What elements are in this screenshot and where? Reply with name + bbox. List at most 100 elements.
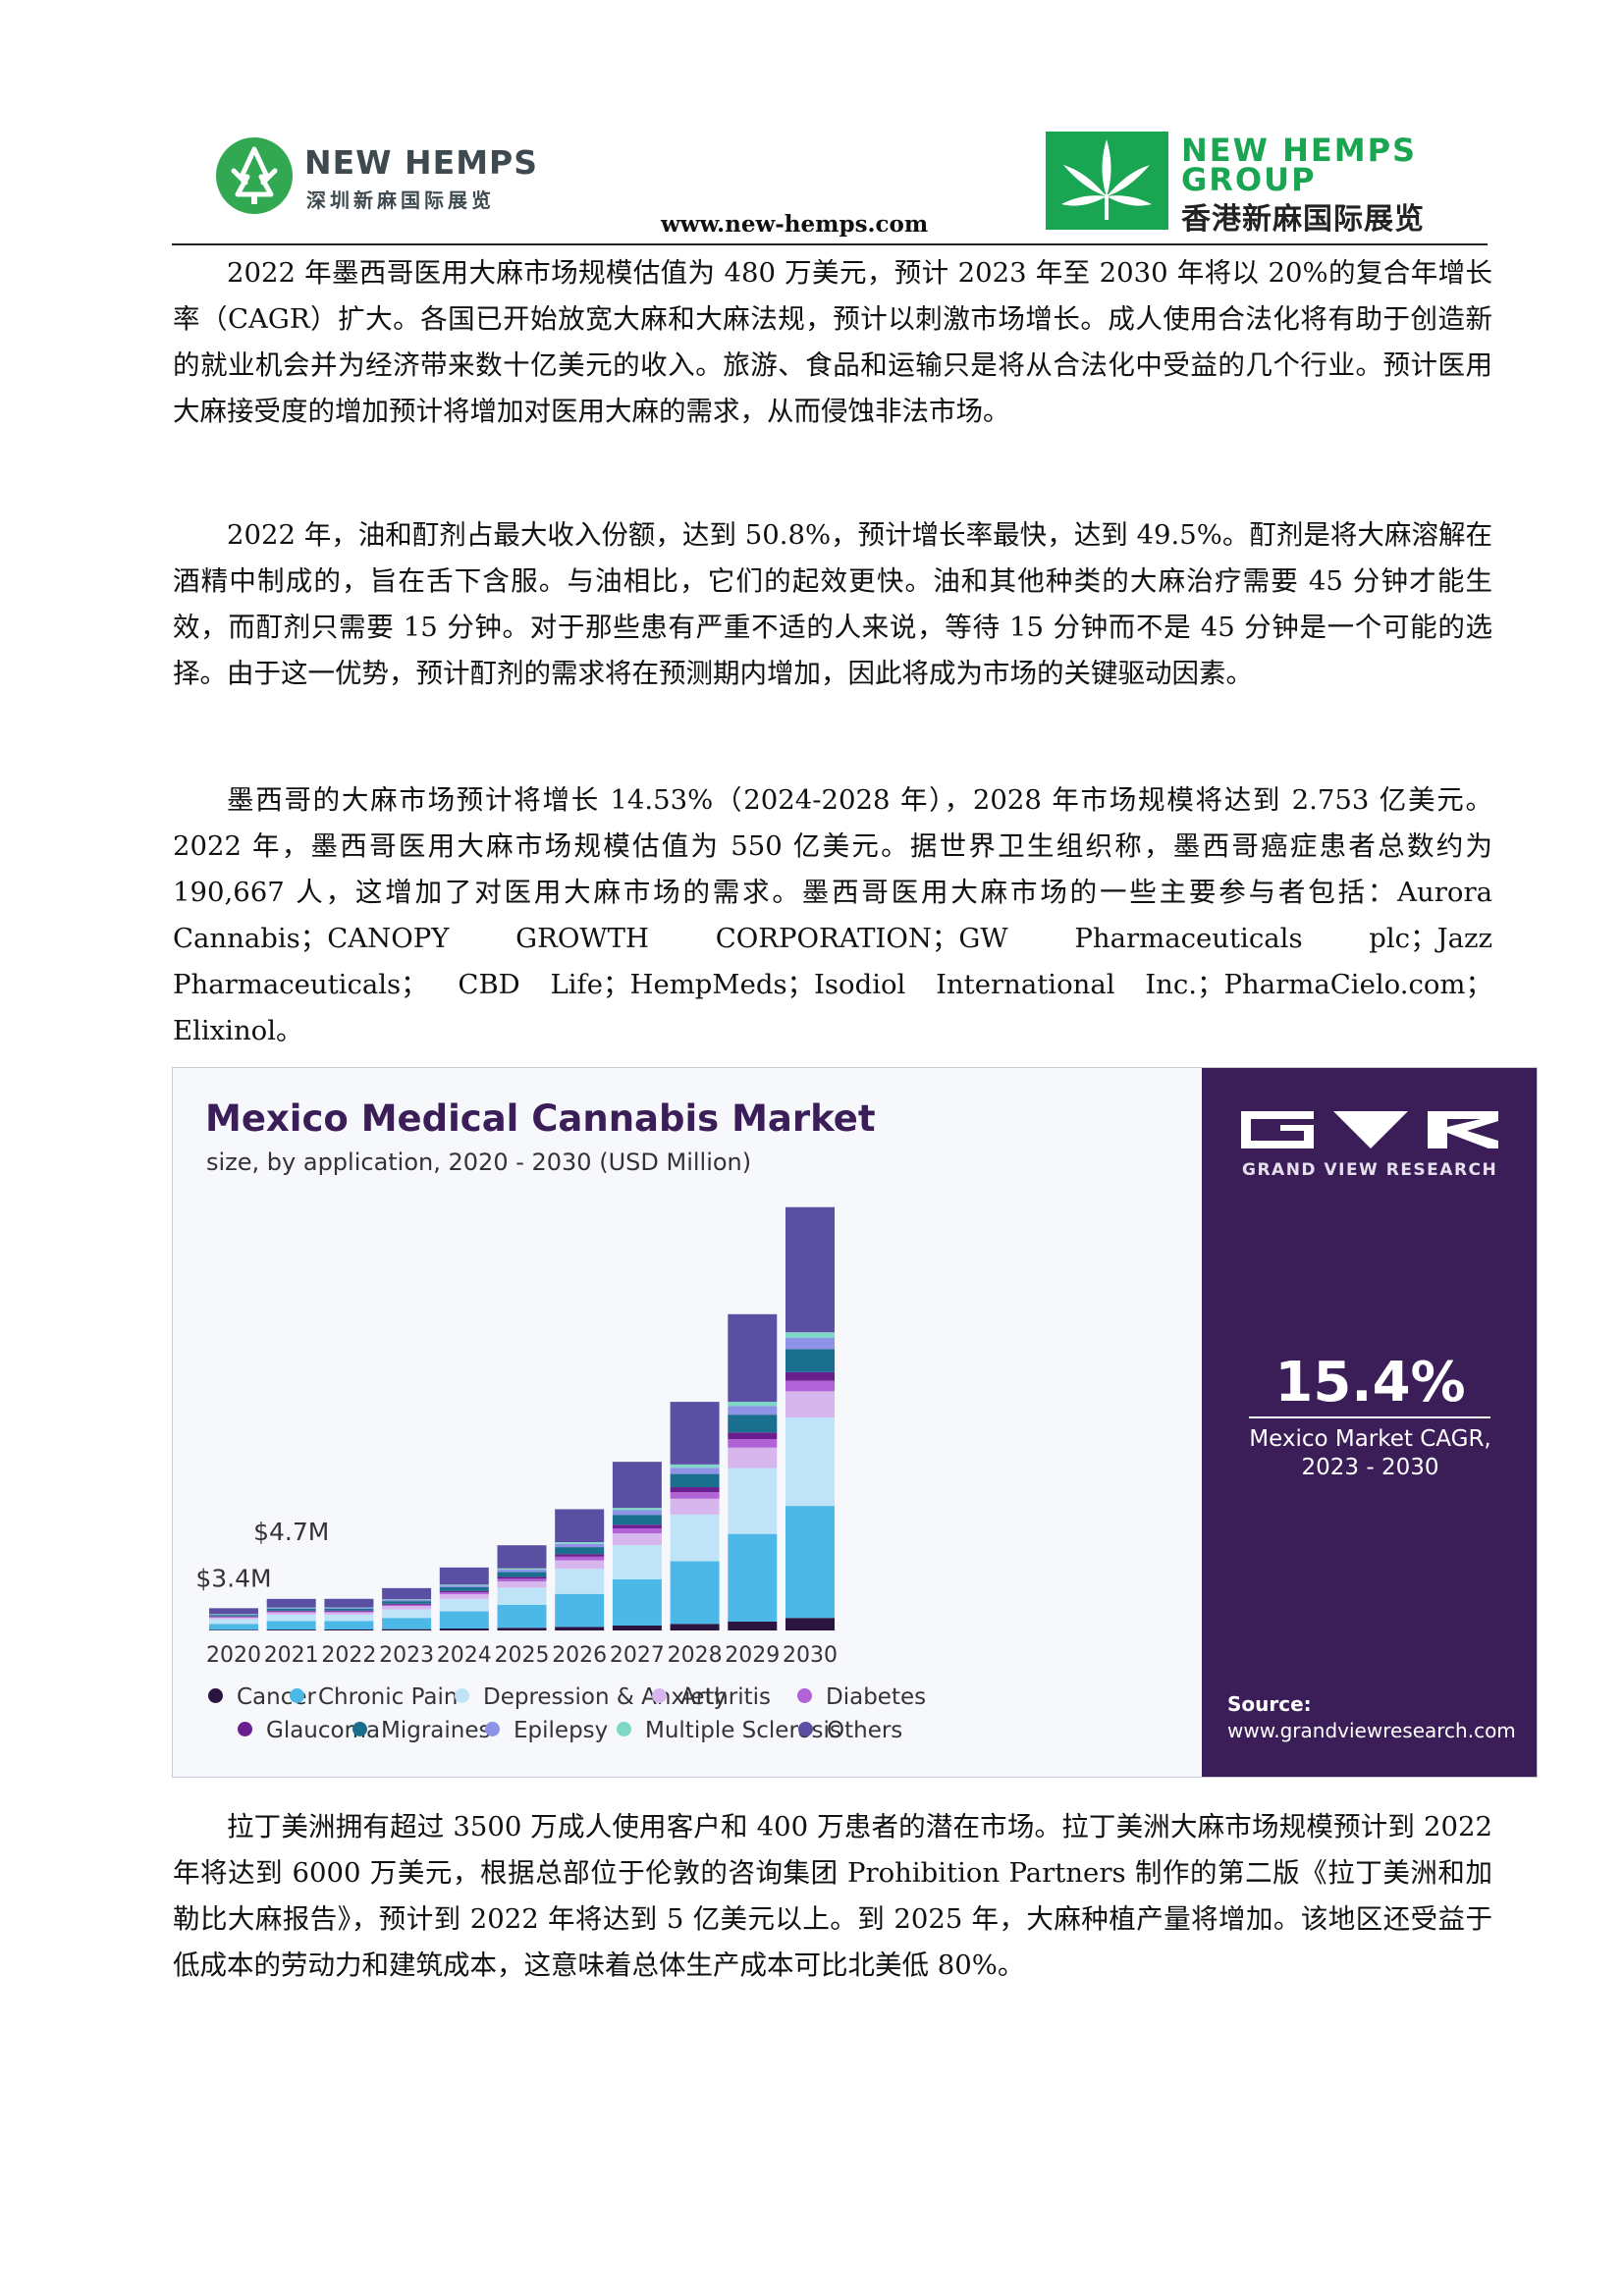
bar-segment-multiple-sclerosis-2030 bbox=[785, 1332, 835, 1338]
bar-segment-migraines-2025 bbox=[497, 1572, 547, 1577]
left-logo-subtitle: 深圳新麻国际展览 bbox=[306, 188, 495, 212]
bar-segment-depression-anxiety-2022 bbox=[324, 1614, 374, 1622]
bar-segment-others-2020 bbox=[209, 1608, 258, 1615]
bar-segment-multiple-sclerosis-2029 bbox=[728, 1402, 778, 1407]
chart-plot-area: Mexico Medical Cannabis Market size, by … bbox=[173, 1068, 1202, 1777]
bar-segment-multiple-sclerosis-2023 bbox=[382, 1599, 432, 1600]
bar-segment-epilepsy-2022 bbox=[324, 1607, 374, 1609]
x-tick-label: 2030 bbox=[783, 1643, 838, 1668]
bar-segment-migraines-2026 bbox=[555, 1547, 605, 1555]
legend-item-others: Others bbox=[798, 1718, 902, 1743]
bar-segment-glaucoma-2026 bbox=[555, 1554, 605, 1557]
paragraph-latin-america: 拉丁美洲拥有超过 3500 万成人使用客户和 400 万患者的潜在市场。拉丁美洲… bbox=[173, 1811, 1492, 1981]
paragraph-market-size: 2022 年墨西哥医用大麻市场规模估值为 480 万美元，预计 2023 年至 … bbox=[173, 257, 1492, 427]
bar-segment-epilepsy-2024 bbox=[439, 1585, 489, 1588]
bar-segment-chronic-pain-2029 bbox=[728, 1533, 778, 1622]
bar-segment-epilepsy-2030 bbox=[785, 1337, 835, 1350]
bar-segment-depression-anxiety-2021 bbox=[266, 1614, 316, 1622]
bar-segment-others-2027 bbox=[612, 1462, 662, 1509]
bar-segment-diabetes-2022 bbox=[324, 1611, 374, 1613]
legend-label: Epilepsy bbox=[514, 1718, 609, 1743]
bar-segment-multiple-sclerosis-2028 bbox=[670, 1464, 720, 1468]
bar-segment-glaucoma-2024 bbox=[439, 1590, 489, 1593]
bar-segment-cancer-2020 bbox=[209, 1629, 258, 1630]
bar-segment-epilepsy-2028 bbox=[670, 1468, 720, 1474]
legend-label: Others bbox=[827, 1718, 903, 1743]
bar-segment-multiple-sclerosis-2027 bbox=[612, 1508, 662, 1511]
bar-segment-depression-anxiety-2028 bbox=[670, 1514, 720, 1562]
x-tick-label: 2029 bbox=[725, 1643, 780, 1668]
x-tick-label: 2027 bbox=[610, 1643, 665, 1668]
bar-segment-chronic-pain-2028 bbox=[670, 1561, 720, 1625]
bar-segment-glaucoma-2030 bbox=[785, 1371, 835, 1381]
bar-segment-chronic-pain-2027 bbox=[612, 1578, 662, 1626]
legend-item-migraines: Migraines bbox=[352, 1718, 491, 1743]
legend-swatch bbox=[352, 1722, 367, 1736]
x-tick-label: 2023 bbox=[379, 1643, 434, 1668]
bar-segment-arthritis-2024 bbox=[439, 1594, 489, 1599]
market-chart-figure: Mexico Medical Cannabis Market size, by … bbox=[172, 1067, 1538, 1778]
bar-segment-depression-anxiety-2024 bbox=[439, 1598, 489, 1612]
cannabis-leaf-icon bbox=[1046, 132, 1168, 230]
bar-segment-cancer-2030 bbox=[785, 1618, 835, 1630]
bar-segment-cancer-2023 bbox=[382, 1629, 432, 1630]
bar-segment-arthritis-2028 bbox=[670, 1498, 720, 1515]
bar-segment-migraines-2029 bbox=[728, 1415, 778, 1433]
bar-segment-cancer-2026 bbox=[555, 1627, 605, 1630]
bar-segment-chronic-pain-2025 bbox=[497, 1604, 547, 1629]
paragraph-market-players: 墨西哥的大麻市场预计将增长 14.53%（2024-2028 年），2028 年… bbox=[173, 784, 1492, 1046]
bar-segment-arthritis-2030 bbox=[785, 1391, 835, 1418]
bar-segment-diabetes-2021 bbox=[266, 1611, 316, 1613]
bar-segment-diabetes-2028 bbox=[670, 1492, 720, 1499]
x-tick-label: 2022 bbox=[321, 1643, 376, 1668]
bar-segment-glaucoma-2022 bbox=[324, 1610, 374, 1612]
stacked-bar-chart: 2020 2021 2022 2023 2024 2025 2026 2027 2028 2029… bbox=[195, 1206, 838, 1668]
bar-segment-cancer-2029 bbox=[728, 1621, 778, 1630]
bar-segment-others-2022 bbox=[324, 1598, 374, 1608]
paragraph-oils-tinctures: 2022 年，油和酊剂占最大收入份额，达到 50.8%，预计增长率最快，达到 4… bbox=[173, 519, 1492, 689]
legend-swatch bbox=[617, 1722, 631, 1736]
bar-segment-migraines-2020 bbox=[209, 1615, 258, 1617]
bar-segment-cancer-2028 bbox=[670, 1624, 720, 1630]
bar-segment-others-2023 bbox=[382, 1587, 432, 1600]
bar-segment-diabetes-2030 bbox=[785, 1380, 835, 1392]
bar-segment-glaucoma-2020 bbox=[209, 1616, 258, 1618]
new-hemps-shenzhen-logo: NEW HEMPS 深圳新麻国际展览 bbox=[216, 137, 609, 216]
bar-segment-arthritis-2023 bbox=[382, 1606, 432, 1610]
legend-swatch bbox=[238, 1722, 252, 1736]
bar-segment-cancer-2027 bbox=[612, 1625, 662, 1630]
website-url[interactable]: www.new-hemps.com bbox=[661, 211, 929, 238]
bar-segment-epilepsy-2021 bbox=[266, 1608, 316, 1609]
bar-segment-chronic-pain-2021 bbox=[266, 1621, 316, 1630]
legend-item-chronic-pain: Chronic Pain bbox=[290, 1684, 458, 1710]
legend-item-depression-anxiety: Depression & Anxiety bbox=[455, 1684, 727, 1710]
legend-item-arthritis: Arthritis bbox=[652, 1684, 771, 1710]
chart-title: Mexico Medical Cannabis Market bbox=[205, 1097, 876, 1140]
legend-label: Depression & Anxiety bbox=[483, 1684, 728, 1710]
bar-segment-others-2028 bbox=[670, 1402, 720, 1465]
legend-swatch bbox=[798, 1722, 813, 1736]
bar-segment-diabetes-2026 bbox=[555, 1556, 605, 1561]
bar-segment-depression-anxiety-2023 bbox=[382, 1609, 432, 1619]
bar-segment-multiple-sclerosis-2022 bbox=[324, 1607, 374, 1609]
bar-segment-cancer-2022 bbox=[324, 1629, 374, 1630]
bar-segment-glaucoma-2025 bbox=[497, 1576, 547, 1579]
legend-item-epilepsy: Epilepsy bbox=[485, 1718, 608, 1743]
bar-segment-glaucoma-2029 bbox=[728, 1432, 778, 1440]
legend-swatch bbox=[797, 1688, 812, 1703]
bar-segment-chronic-pain-2020 bbox=[209, 1624, 258, 1630]
bar-segment-arthritis-2029 bbox=[728, 1447, 778, 1468]
bar-segment-glaucoma-2023 bbox=[382, 1603, 432, 1605]
bar-segment-others-2030 bbox=[785, 1206, 835, 1333]
cagr-divider bbox=[1249, 1416, 1490, 1418]
source-url[interactable]: www.grandviewresearch.com bbox=[1227, 1719, 1516, 1742]
bar-segment-multiple-sclerosis-2025 bbox=[497, 1568, 547, 1570]
chart-subtitle: size, by application, 2020 - 2030 (USD M… bbox=[206, 1148, 752, 1176]
bar-segment-multiple-sclerosis-2026 bbox=[555, 1542, 605, 1544]
cagr-label: Mexico Market CAGR, bbox=[1249, 1426, 1491, 1452]
bar-segment-depression-anxiety-2025 bbox=[497, 1587, 547, 1605]
bar-segment-multiple-sclerosis-2020 bbox=[209, 1614, 258, 1615]
bar-segment-epilepsy-2023 bbox=[382, 1599, 432, 1602]
page-header: NEW HEMPS 深圳新麻国际展览 www.new-hemps.com NEW… bbox=[0, 0, 1624, 245]
bar-segment-others-2024 bbox=[439, 1567, 489, 1585]
